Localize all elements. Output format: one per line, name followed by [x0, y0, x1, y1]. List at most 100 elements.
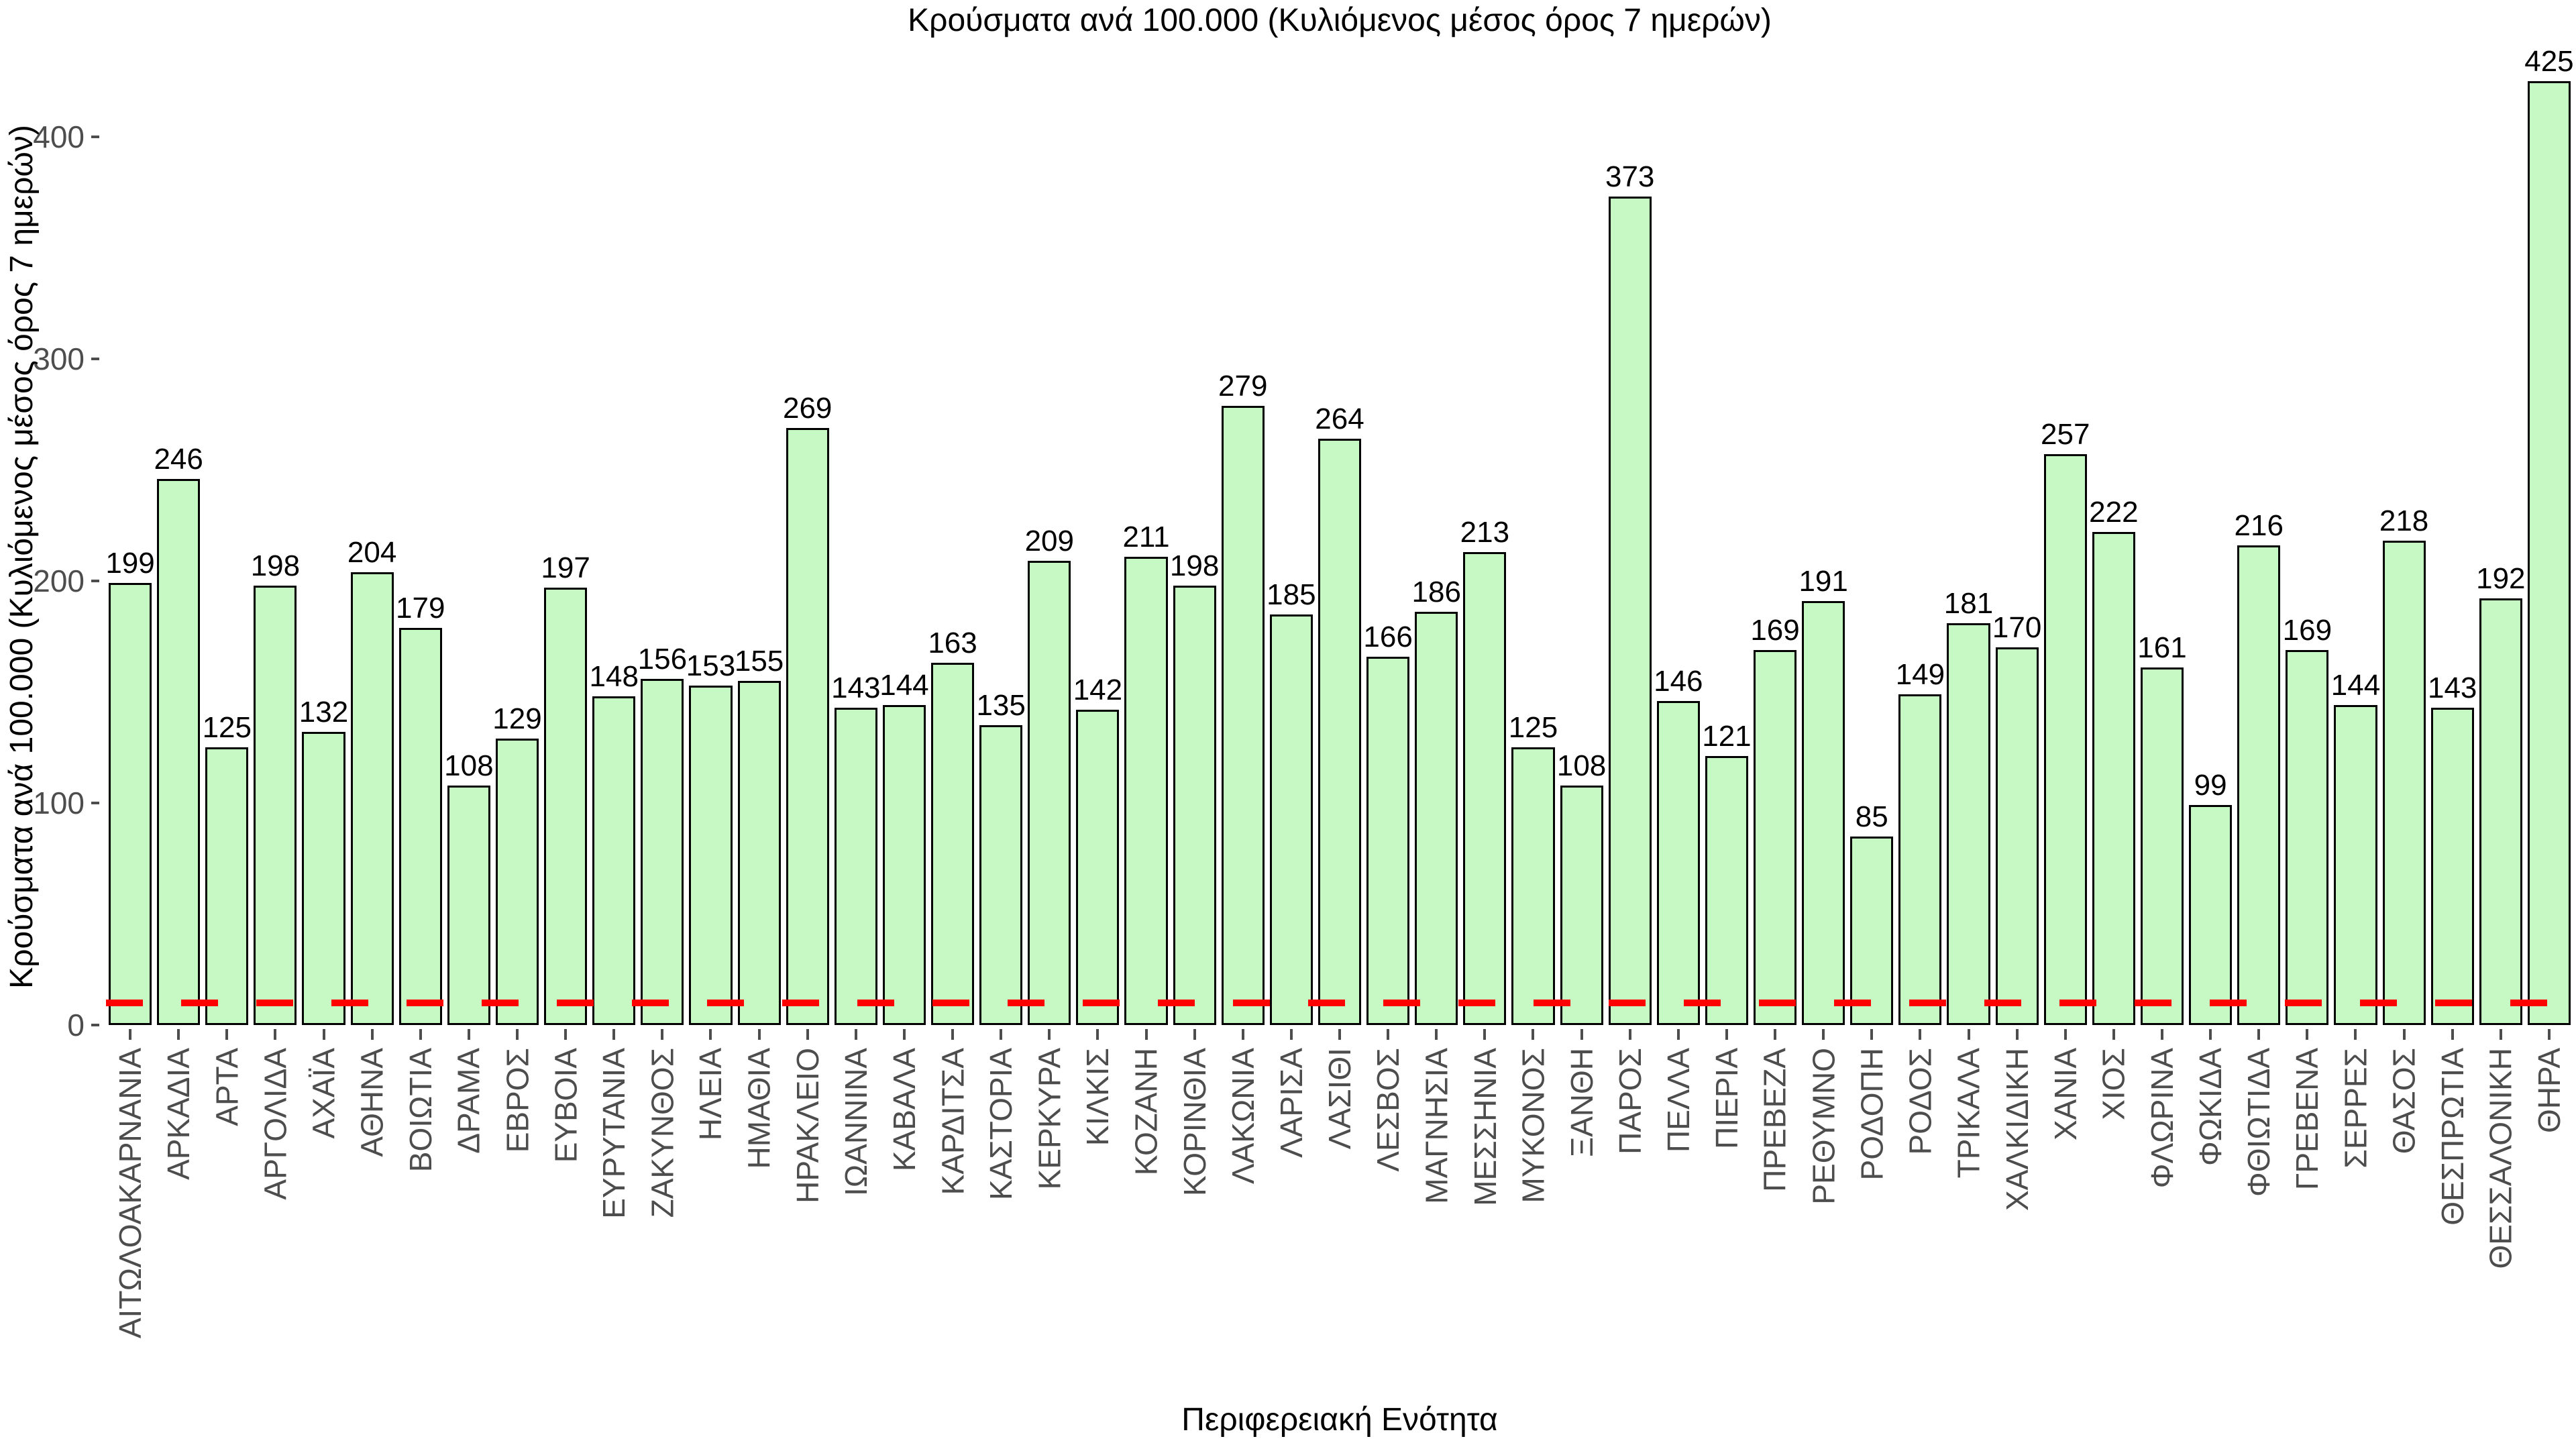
x-tick-mark — [757, 1029, 761, 1040]
bar — [2286, 649, 2329, 1025]
bar — [689, 685, 733, 1025]
x-tick-label: ΦΛΩΡΙΝΑ — [2145, 1048, 2180, 1189]
x-tick-mark — [2451, 1029, 2454, 1040]
x-tick-label: ΚΑΒΑΛΑ — [886, 1048, 922, 1172]
bar-value-label: 246 — [154, 442, 203, 476]
x-tick-mark — [1289, 1029, 1293, 1040]
x-tick-mark — [1967, 1029, 1970, 1040]
bar-value-label: 269 — [782, 391, 833, 425]
x-tick-label: ΠΕΛΛΑ — [1660, 1048, 1696, 1153]
y-tick-label: 400 — [33, 119, 85, 154]
bar-value-label: 85 — [1855, 800, 1888, 833]
bar — [1560, 785, 1603, 1025]
x-axis-title: Περιφερειακή Ενότητα — [1181, 1402, 1498, 1438]
bar-value-label: 129 — [492, 702, 542, 735]
x-tick-label: ΘΕΣΠΡΩΤΙΑ — [2434, 1048, 2470, 1226]
bar — [1511, 747, 1555, 1025]
x-tick-mark — [951, 1029, 955, 1040]
bar — [2140, 667, 2184, 1025]
bar-value-label: 373 — [1605, 160, 1655, 194]
bar — [2334, 705, 2377, 1025]
bar-value-label: 264 — [1315, 402, 1364, 436]
bar — [1705, 756, 1748, 1025]
x-tick-mark — [2499, 1029, 2502, 1040]
bar — [2189, 805, 2233, 1025]
bar — [398, 627, 442, 1025]
bar — [1269, 614, 1313, 1025]
bar-value-label: 198 — [250, 549, 301, 582]
x-tick-mark — [1870, 1029, 1874, 1040]
bar — [1318, 439, 1362, 1025]
bar — [1028, 561, 1071, 1025]
x-tick-label: ΔΡΑΜΑ — [451, 1048, 486, 1154]
x-tick-label: ΓΡΕΒΕΝΑ — [2290, 1048, 2325, 1190]
x-tick-label: ΑΘΗΝΑ — [354, 1048, 390, 1157]
x-tick-label: ΠΡΕΒΕΖΑ — [1758, 1048, 1793, 1192]
bar-value-label: 161 — [2137, 631, 2187, 665]
bar-value-label: 216 — [2234, 509, 2284, 543]
x-tick-label: ΦΩΚΙΔΑ — [2193, 1048, 2229, 1166]
x-tick-label: ΛΕΣΒΟΣ — [1371, 1048, 1406, 1172]
y-axis-title: Κρούσματα ανά 100.000 (Κυλιόμενος μέσος … — [4, 125, 40, 989]
y-tick-mark — [91, 1024, 99, 1026]
x-tick-label: ΜΕΣΣΗΝΙΑ — [1467, 1048, 1503, 1206]
x-tick-mark — [1144, 1029, 1148, 1040]
bar-value-label: 199 — [105, 547, 155, 580]
x-tick-mark — [1774, 1029, 1777, 1040]
y-tick-label: 100 — [33, 786, 85, 820]
bar-value-label: 179 — [396, 591, 445, 625]
bar — [1415, 612, 1458, 1025]
x-tick-mark — [806, 1029, 809, 1040]
bar-value-label: 149 — [1895, 657, 1945, 691]
y-tick-label: 300 — [33, 341, 85, 376]
bar — [1898, 694, 1942, 1025]
x-tick-mark — [322, 1029, 325, 1040]
x-tick-mark — [2063, 1029, 2067, 1040]
x-tick-label: ΑΙΤΩΛΟΑΚΑΡΝΑΝΙΑ — [113, 1048, 148, 1339]
bar-value-label: 144 — [2330, 669, 2381, 702]
x-tick-label: ΚΑΣΤΟΡΙΑ — [983, 1048, 1019, 1200]
x-tick-label: ΜΑΓΝΗΣΙΑ — [1419, 1048, 1454, 1204]
x-tick-mark — [274, 1029, 277, 1040]
bar — [1754, 649, 1797, 1025]
bar-value-label: 99 — [2194, 769, 2227, 802]
x-tick-mark — [1387, 1029, 1390, 1040]
x-tick-mark — [1580, 1029, 1583, 1040]
bar-value-label: 155 — [734, 644, 784, 678]
x-tick-mark — [225, 1029, 229, 1040]
bar-value-label: 163 — [928, 627, 977, 660]
x-tick-mark — [1096, 1029, 1099, 1040]
x-tick-mark — [1338, 1029, 1341, 1040]
x-tick-mark — [1193, 1029, 1196, 1040]
bar — [1221, 405, 1265, 1025]
x-tick-label: ΛΑΣΙΘΙ — [1322, 1048, 1357, 1150]
x-tick-label: ΒΟΙΩΤΙΑ — [402, 1048, 438, 1173]
x-tick-mark — [419, 1029, 422, 1040]
x-tick-label: ΛΑΡΙΣΑ — [1273, 1048, 1309, 1158]
x-tick-mark — [1435, 1029, 1438, 1040]
bar-value-label: 132 — [299, 696, 349, 729]
y-tick-label: 0 — [67, 1008, 85, 1042]
x-tick-mark — [516, 1029, 519, 1040]
bar-value-label: 142 — [1073, 673, 1123, 706]
x-tick-mark — [2354, 1029, 2357, 1040]
x-tick-label: ΡΟΔΟΣ — [1902, 1048, 1938, 1155]
y-tick-mark — [91, 358, 99, 360]
x-tick-mark — [467, 1029, 470, 1040]
bar — [302, 732, 345, 1025]
bar-value-label: 135 — [976, 689, 1026, 722]
x-tick-mark — [1676, 1029, 1680, 1040]
x-tick-mark — [2161, 1029, 2163, 1040]
x-tick-label: ΠΑΡΟΣ — [1612, 1048, 1648, 1155]
x-tick-label: ΕΥΡΥΤΑΝΙΑ — [596, 1048, 632, 1219]
x-tick-label: ΑΡΓΟΛΙΔΑ — [258, 1048, 293, 1200]
bar-value-label: 125 — [1508, 711, 1558, 745]
bar — [1366, 656, 1410, 1025]
bar — [2382, 541, 2426, 1025]
bar-value-label: 211 — [1122, 520, 1170, 553]
bar-value-label: 218 — [2379, 504, 2429, 538]
x-tick-label: ΠΙΕΡΙΑ — [1709, 1048, 1744, 1149]
y-tick-mark — [91, 136, 99, 138]
x-tick-mark — [1483, 1029, 1487, 1040]
x-tick-mark — [1532, 1029, 1535, 1040]
